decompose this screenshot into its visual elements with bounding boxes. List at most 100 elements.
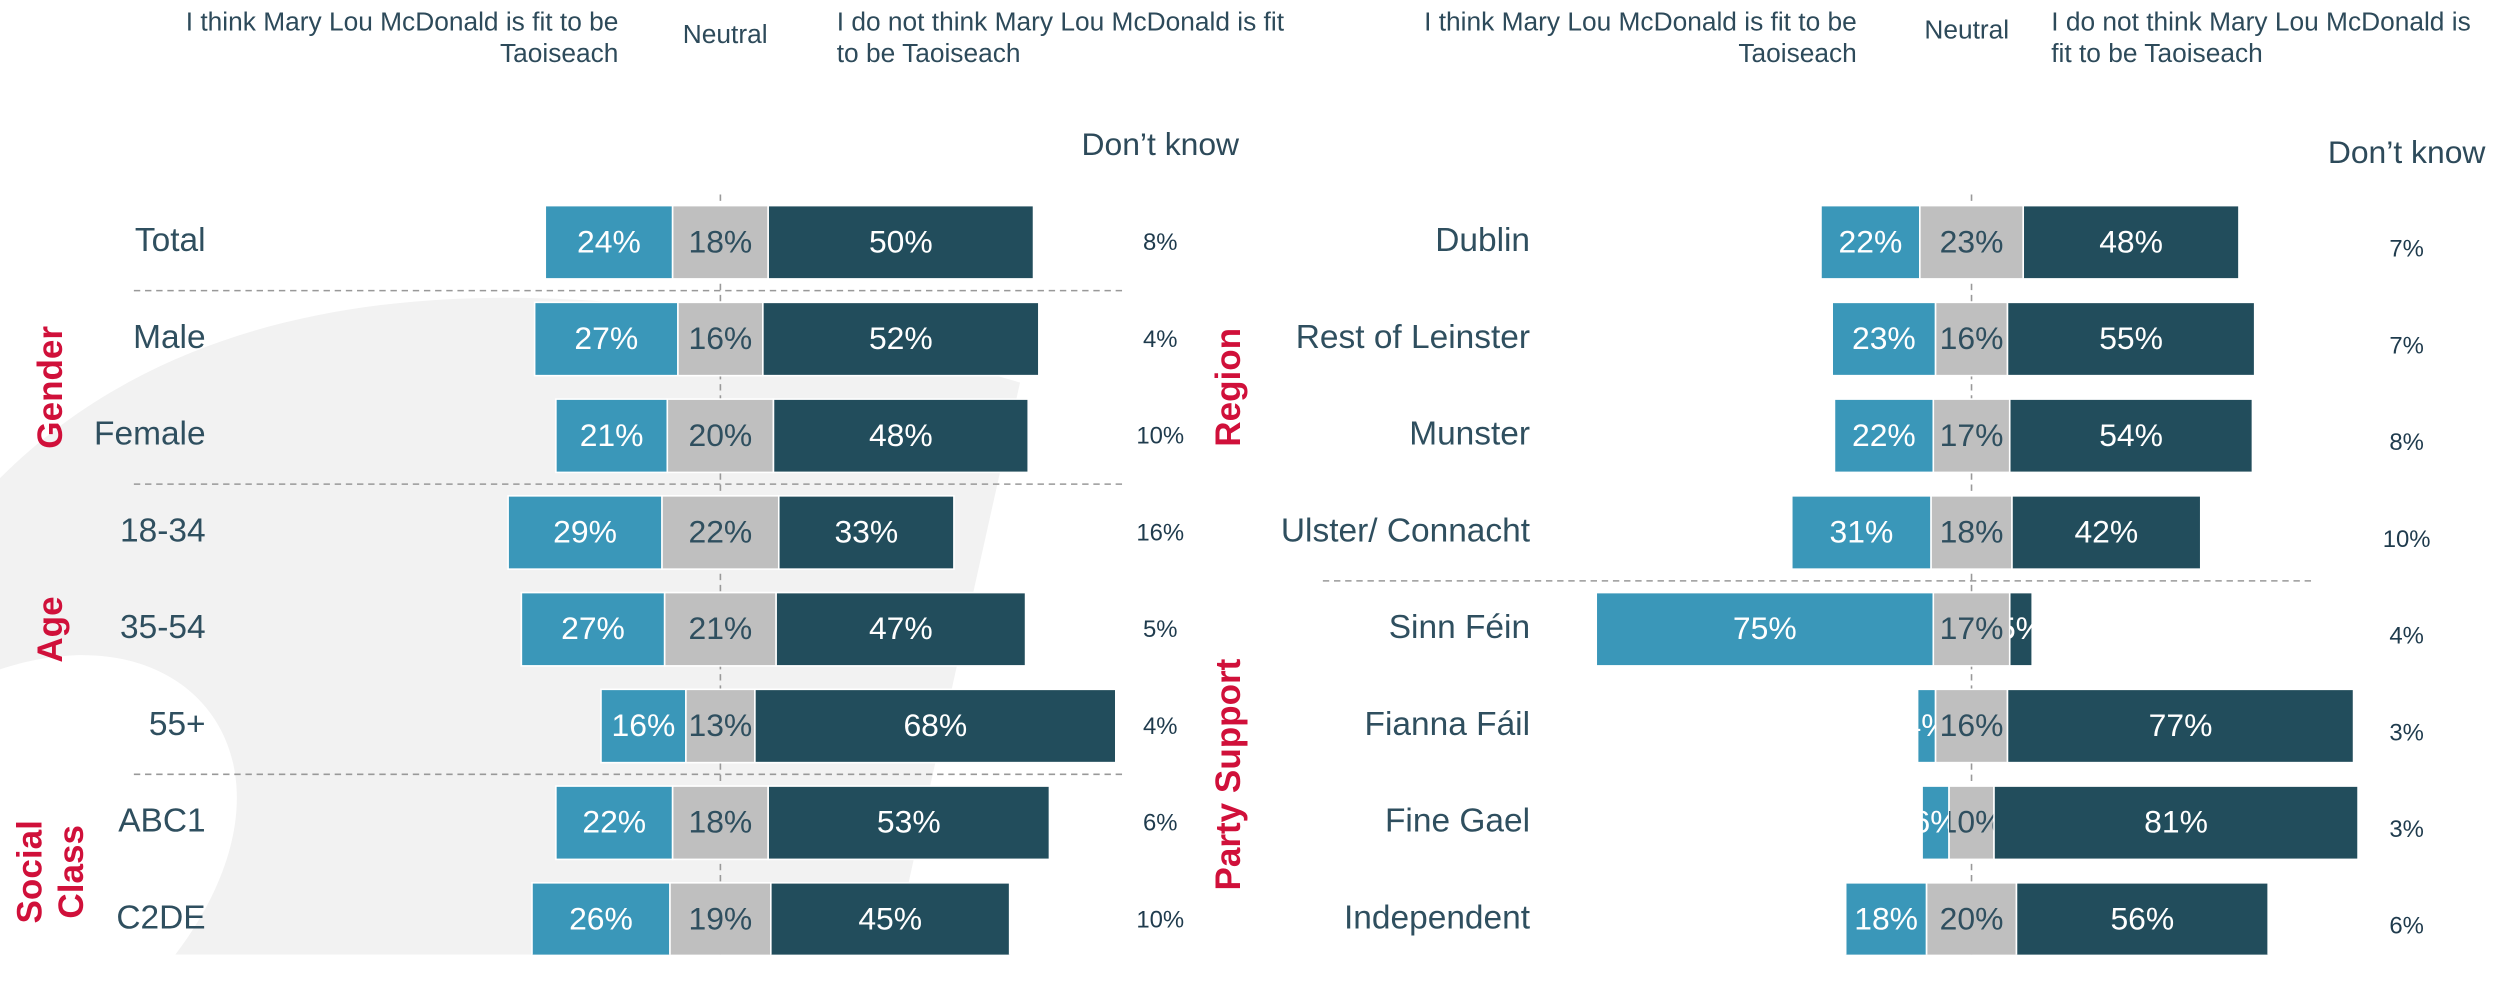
value-label: 42% [2074,514,2138,550]
bar-segment [770,882,1011,955]
dont-know-value: 4% [1143,326,1178,353]
stage: Don’t know Total 24% 18% 50% 8% Male 27% 16% 52% 4… [0,7,2487,955]
bar-segment [1993,785,2359,861]
category-label: Rest of Leinster [1296,319,1530,356]
value-label: 16% [612,707,676,743]
category-label: Total [135,222,206,259]
value-label: 22% [582,804,646,840]
bar-segment [2008,398,2254,474]
bar-segment [671,204,769,280]
value-label: 26% [569,900,633,936]
value-label: 31% [1830,514,1894,550]
bar-segment [1790,495,1932,570]
dont-know-value: 16% [1136,519,1184,546]
value-label: 22% [1839,223,1903,259]
dont-know-value: 8% [1143,229,1178,256]
bar-segment [775,591,1027,667]
chart: Don’t know Total 24% 18% 50% 8% Male 27% 16% 52% 4… [0,126,2487,955]
value-label: 23% [1940,223,2004,259]
bar-segment [777,495,955,570]
dont-know-value: 10% [1136,423,1184,450]
bar-segment [533,301,679,377]
category-label: Male [133,319,206,356]
bar-segment [1921,785,1950,861]
bar-segment [1844,882,1928,955]
value-label: 21% [580,417,644,453]
dont-know-header: Don’t know [1081,126,1240,162]
value-label: 19% [689,900,753,936]
bar-segment [2015,882,2269,955]
bar-segment [685,688,756,764]
bar-segment [1820,204,1921,280]
value-label: 5% [1998,610,2044,646]
bar-segment [666,398,775,474]
value-label: 6% [1913,804,1959,840]
category-label: Independent [1344,899,1531,936]
category-label: Fianna Fáil [1365,706,1531,743]
value-label: 50% [869,223,933,259]
dont-know-value: 4% [1143,713,1178,740]
group-label: Region [1208,327,1248,447]
dont-know-value: 8% [2389,429,2424,456]
value-label: 56% [2110,900,2174,936]
bar-segment [531,882,671,955]
category-label: Ulster/ Connacht [1281,512,1531,549]
category-label: 55+ [149,706,206,743]
bar-segment [520,591,666,667]
bar-segment [555,785,674,861]
category-label: 18-34 [120,512,206,549]
value-label: 4% [1904,707,1950,743]
value-label: 13% [689,707,753,743]
bar-segment [1934,688,2009,764]
value-label: 16% [689,320,753,356]
bar-segment [677,301,764,377]
value-label: 29% [553,514,617,550]
group-label: Social Class [9,819,91,923]
dont-know-header: Don’t know [2328,134,2487,170]
value-label: 33% [834,514,898,550]
category-label: Female [94,416,206,453]
value-label: 52% [869,320,933,356]
value-label: 21% [689,610,753,646]
bar-segment [767,785,1051,861]
dont-know-value: 7% [2389,332,2424,359]
category-label: Dublin [1435,222,1530,259]
bar-segment [671,785,769,861]
value-label: 22% [1852,417,1916,453]
dont-know-value: 4% [2389,623,2424,650]
value-label: 53% [877,804,941,840]
category-label: C2DE [116,899,205,936]
value-label: 18% [1940,514,2004,550]
legend-fit: I think Mary Lou McDonald is fit to be T… [185,7,619,69]
bar-segment [1932,398,2011,474]
value-label: 45% [858,900,922,936]
bar-segment [2006,301,2256,377]
bar-segment [2006,688,2355,764]
value-label: 81% [2144,804,2208,840]
bar-segment [772,398,1030,474]
legend-not-fit: I do not think Mary Lou McDonald is fit … [836,7,1285,69]
value-label: 47% [869,610,933,646]
legend-neutral: Neutral [1924,15,2010,45]
value-label: 16% [1940,320,2004,356]
value-label: 55% [2099,320,2163,356]
bar-segment [1833,398,1935,474]
value-label: 17% [1940,610,2004,646]
bar-segment [2022,204,2240,280]
category-label: Sinn Féin [1389,609,1530,646]
dont-know-value: 6% [2389,913,2424,940]
category-label: ABC1 [118,803,205,840]
dont-know-value: 3% [2389,816,2424,843]
value-label: 18% [1854,900,1918,936]
bar-segment [2008,591,2034,667]
legend-fit: I think Mary Lou McDonald is fit to be T… [1424,7,1857,69]
value-label: 20% [689,417,753,453]
dont-know-value: 7% [2389,236,2424,263]
bar-segment [2011,495,2202,570]
bar-segment [754,688,1117,764]
category-label: Fine Gael [1385,803,1530,840]
group-label: Party Support [1208,658,1248,891]
bar-segment [555,398,669,474]
value-label: 48% [2099,223,2163,259]
dont-know-value: 10% [1136,906,1184,933]
